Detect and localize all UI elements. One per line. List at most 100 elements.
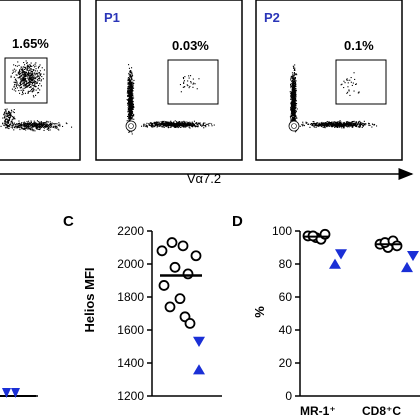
flow-event-dot: [23, 126, 25, 128]
flow-event-dot: [293, 66, 295, 68]
flow-event-dot: [199, 122, 201, 124]
flow-event-dot: [155, 123, 157, 125]
flow-event-dot: [162, 122, 164, 124]
flow-event-dot: [156, 121, 158, 123]
flow-event-dot: [8, 122, 10, 124]
flow-event-dot: [128, 131, 130, 133]
flow-event-dot: [168, 124, 170, 126]
flow-event-dot: [349, 79, 351, 81]
flow-event-dot: [24, 72, 26, 74]
flow-event-dot: [294, 116, 296, 118]
flow-event-dot: [4, 114, 6, 116]
flow-event-dot: [27, 84, 29, 86]
flow-event-dot: [347, 124, 349, 126]
flow-event-dot: [130, 100, 132, 102]
flow-event-dot: [31, 77, 33, 79]
flow-event-dot: [332, 122, 334, 124]
flow-event-dot: [131, 117, 133, 119]
flow-event-dot: [294, 115, 296, 117]
flow-event-dot: [42, 123, 44, 125]
panel-c-points: [156, 237, 205, 375]
flow-event-dot: [129, 84, 131, 86]
flow-event-dot: [11, 119, 13, 121]
flow-event-dot: [290, 117, 292, 119]
flow-event-dot: [128, 93, 130, 95]
flow-event-dot: [346, 79, 348, 81]
flow-event-dot: [18, 64, 20, 66]
flow-event-dot: [33, 72, 35, 74]
panel-b-triangle: [2, 388, 11, 398]
flow-event-dot: [290, 94, 292, 96]
panel-d-tick-label: 0: [285, 389, 292, 403]
flow-event-dot: [23, 72, 25, 74]
panel-d-triangle: [329, 258, 341, 269]
flow-event-dot: [176, 126, 178, 128]
flow-event-dot: [27, 73, 29, 75]
flow-event-dot: [31, 79, 33, 81]
flow-event-dot: [130, 114, 132, 116]
flow-event-dot: [26, 62, 28, 64]
flow-event-dot: [47, 121, 49, 123]
flow-event-dot: [23, 127, 25, 129]
flow-event-dot: [192, 86, 194, 88]
flow-event-dot: [127, 103, 129, 105]
flow-event-dot: [156, 126, 158, 128]
flow-event-dot: [36, 70, 38, 72]
flow-event-dot: [131, 83, 133, 85]
flow-event-dot: [183, 80, 185, 82]
flow-event-dot: [346, 125, 348, 127]
flow-event-dot: [345, 124, 347, 126]
flow-event-dot: [10, 115, 12, 117]
flow-event-dot: [131, 105, 133, 107]
flow-event-dot: [320, 122, 322, 124]
flow-event-dot: [25, 129, 27, 131]
flow-event-dot: [34, 84, 36, 86]
flow-event-dot: [39, 74, 41, 76]
flow-event-dot: [295, 99, 297, 101]
flow-event-dot: [295, 97, 297, 99]
flow-event-dot: [295, 83, 297, 85]
flow-event-dot: [39, 121, 41, 123]
flow-event-dot: [294, 73, 296, 75]
flow-event-dot: [128, 82, 130, 84]
flow-event-dot: [184, 121, 186, 123]
flow-event-dot: [148, 124, 150, 126]
flow-event-dot: [343, 127, 345, 129]
flow-event-dot: [355, 124, 357, 126]
flow-event-dot: [173, 121, 175, 123]
flow-event-dot: [290, 102, 292, 104]
flow-event-dot: [174, 125, 176, 127]
flow-event-dot: [321, 121, 323, 123]
flow-event-dot: [127, 98, 129, 100]
flow-event-dot: [353, 120, 355, 122]
flow-event-dot: [128, 117, 130, 119]
flow-event-dot: [34, 72, 36, 74]
flow-event-dot: [30, 74, 32, 76]
flow-event-dot: [127, 90, 129, 92]
flow-event-dot: [37, 80, 39, 82]
flow-event-dot: [36, 120, 38, 122]
flow-event-dot: [128, 85, 130, 87]
flow-event-dot: [198, 122, 200, 124]
flow-event-dot: [185, 124, 187, 126]
flow-event-dot: [36, 127, 38, 129]
flow-event-dot: [179, 124, 181, 126]
flow-event-dot: [293, 86, 295, 88]
flow-event-dot: [170, 125, 172, 127]
flow-event-dot: [32, 79, 34, 81]
flow-event-dot: [324, 127, 326, 129]
flow-event-dot: [352, 82, 354, 84]
flow-event-dot: [295, 106, 297, 108]
flow-event-dot: [39, 75, 41, 77]
flow-event-dot: [19, 84, 21, 86]
flow-event-dot: [30, 70, 32, 72]
flow-event-dot: [290, 106, 292, 108]
flow-event-dot: [341, 83, 343, 85]
flow-event-dot: [293, 101, 295, 103]
flow-event-dot: [133, 87, 135, 89]
flow-event-dot: [24, 82, 26, 84]
flow-event-dot: [326, 125, 328, 127]
flow-event-dot: [291, 113, 293, 115]
flow-event-dot: [127, 77, 129, 79]
flow-event-dot: [293, 103, 295, 105]
